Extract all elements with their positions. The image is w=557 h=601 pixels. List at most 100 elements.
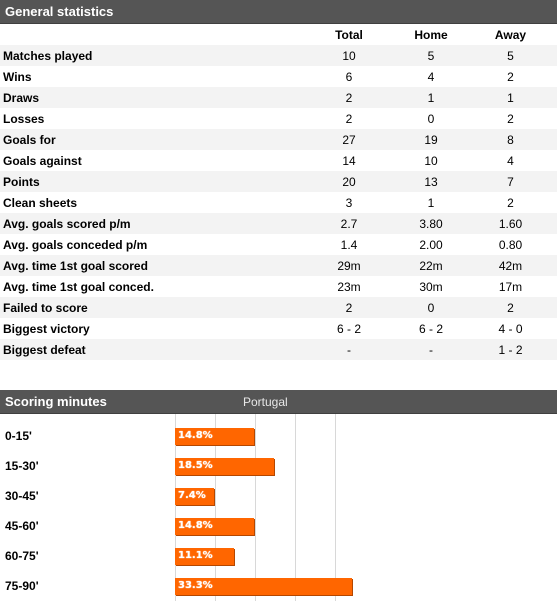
minute-range-label: 15-30' xyxy=(5,459,39,473)
stat-label: Wins xyxy=(0,66,300,87)
scoring-bar: 7.4% xyxy=(175,488,214,505)
home-column-header: Home xyxy=(398,24,464,45)
stat-label: Goals against xyxy=(0,150,300,171)
scoring-row: 30-45' 7.4% xyxy=(0,480,557,510)
chart-grid-line xyxy=(215,414,216,601)
stat-label: Losses xyxy=(0,108,300,129)
scoring-minutes-panel: Scoring minutes Portugal 0-15' 14.8% 15-30… xyxy=(0,390,557,601)
general-statistics-title: General statistics xyxy=(5,4,114,19)
stat-away: 1 - 2 xyxy=(464,339,557,360)
stat-total: 14 xyxy=(300,150,398,171)
minute-range-label: 30-45' xyxy=(5,489,39,503)
scoring-bar-value: 33.3% xyxy=(178,580,213,591)
stat-total: 20 xyxy=(300,171,398,192)
table-header-row: Total Home Away xyxy=(0,24,557,45)
stat-label: Avg. time 1st goal conced. xyxy=(0,276,300,297)
general-statistics-header: General statistics xyxy=(0,0,557,24)
scoring-bar: 11.1% xyxy=(175,548,234,565)
scoring-row: 60-75' 11.1% xyxy=(0,540,557,570)
chart-axis-line xyxy=(175,414,176,601)
stat-label: Avg. goals conceded p/m xyxy=(0,234,300,255)
scoring-row: 15-30' 18.5% xyxy=(0,450,557,480)
scoring-row: 75-90' 33.3% xyxy=(0,570,557,600)
stat-home: - xyxy=(398,339,464,360)
stat-total: 6 xyxy=(300,66,398,87)
minute-range-label: 45-60' xyxy=(5,519,39,533)
stat-home: 4 xyxy=(398,66,464,87)
stat-total: 6 - 2 xyxy=(300,318,398,339)
stat-away: 7 xyxy=(464,171,557,192)
scoring-minutes-header: Scoring minutes Portugal xyxy=(0,390,557,414)
scoring-bar: 14.8% xyxy=(175,428,254,445)
scoring-minutes-chart: 0-15' 14.8% 15-30' 18.5% 30-45' 7.4% 45-60' 14.… xyxy=(0,414,557,601)
table-row: Draws 2 1 1 xyxy=(0,87,557,108)
stat-total: 10 xyxy=(300,45,398,66)
stat-home: 0 xyxy=(398,108,464,129)
scoring-bar: 14.8% xyxy=(175,518,254,535)
table-row: Wins 6 4 2 xyxy=(0,66,557,87)
stat-label: Biggest defeat xyxy=(0,339,300,360)
scoring-minutes-team: Portugal xyxy=(243,394,288,409)
scoring-minutes-title: Scoring minutes xyxy=(5,394,107,409)
stat-total: 1.4 xyxy=(300,234,398,255)
table-row: Matches played 10 5 5 xyxy=(0,45,557,66)
stat-label: Matches played xyxy=(0,45,300,66)
stat-label: Goals for xyxy=(0,129,300,150)
table-row: Failed to score 2 0 2 xyxy=(0,297,557,318)
scoring-bar-value: 14.8% xyxy=(178,430,213,441)
scoring-bar-value: 18.5% xyxy=(178,460,213,471)
stat-away: 5 xyxy=(464,45,557,66)
minute-range-label: 60-75' xyxy=(5,549,39,563)
stat-label: Clean sheets xyxy=(0,192,300,213)
stat-away: 17m xyxy=(464,276,557,297)
stat-away: 4 xyxy=(464,150,557,171)
stat-away: 42m xyxy=(464,255,557,276)
stat-away: 0.80 xyxy=(464,234,557,255)
stat-label: Biggest victory xyxy=(0,318,300,339)
stat-home: 13 xyxy=(398,171,464,192)
stat-total: 29m xyxy=(300,255,398,276)
minute-range-label: 0-15' xyxy=(5,429,32,443)
stat-away: 2 xyxy=(464,192,557,213)
table-row: Avg. goals conceded p/m 1.4 2.00 0.80 xyxy=(0,234,557,255)
chart-grid-line xyxy=(255,414,256,601)
table-row: Avg. goals scored p/m 2.7 3.80 1.60 xyxy=(0,213,557,234)
stat-home: 10 xyxy=(398,150,464,171)
stat-away: 1 xyxy=(464,87,557,108)
stat-home: 5 xyxy=(398,45,464,66)
stat-total: - xyxy=(300,339,398,360)
stat-home: 6 - 2 xyxy=(398,318,464,339)
stat-label: Avg. goals scored p/m xyxy=(0,213,300,234)
stat-total: 2.7 xyxy=(300,213,398,234)
stat-home: 1 xyxy=(398,87,464,108)
stat-total: 27 xyxy=(300,129,398,150)
stat-total: 3 xyxy=(300,192,398,213)
minute-range-label: 75-90' xyxy=(5,579,39,593)
table-row: Biggest defeat - -1 - 2 xyxy=(0,339,557,360)
chart-grid-line xyxy=(295,414,296,601)
stat-total: 2 xyxy=(300,297,398,318)
scoring-bar-value: 14.8% xyxy=(178,520,213,531)
stat-away: 8 xyxy=(464,129,557,150)
table-row: Goals against 14 10 4 xyxy=(0,150,557,171)
scoring-bar: 18.5% xyxy=(175,458,274,475)
scoring-bar: 33.3% xyxy=(175,578,352,595)
stat-home: 1 xyxy=(398,192,464,213)
away-column-header: Away xyxy=(464,24,557,45)
stat-label: Failed to score xyxy=(0,297,300,318)
general-statistics-panel: General statistics Total Home Away Match… xyxy=(0,0,557,360)
stat-total: 2 xyxy=(300,108,398,129)
stat-home: 3.80 xyxy=(398,213,464,234)
stat-away: 2 xyxy=(464,297,557,318)
table-row: Avg. time 1st goal scored 29m 22m 42m xyxy=(0,255,557,276)
table-row: Goals for 27 19 8 xyxy=(0,129,557,150)
table-row: Points 20 13 7 xyxy=(0,171,557,192)
chart-grid-line xyxy=(335,414,336,601)
table-row: Clean sheets 3 1 2 xyxy=(0,192,557,213)
table-row: Losses 2 0 2 xyxy=(0,108,557,129)
stat-away: 4 - 0 xyxy=(464,318,557,339)
scoring-bar-value: 7.4% xyxy=(178,490,206,501)
stat-total: 23m xyxy=(300,276,398,297)
section-spacer xyxy=(0,360,557,390)
